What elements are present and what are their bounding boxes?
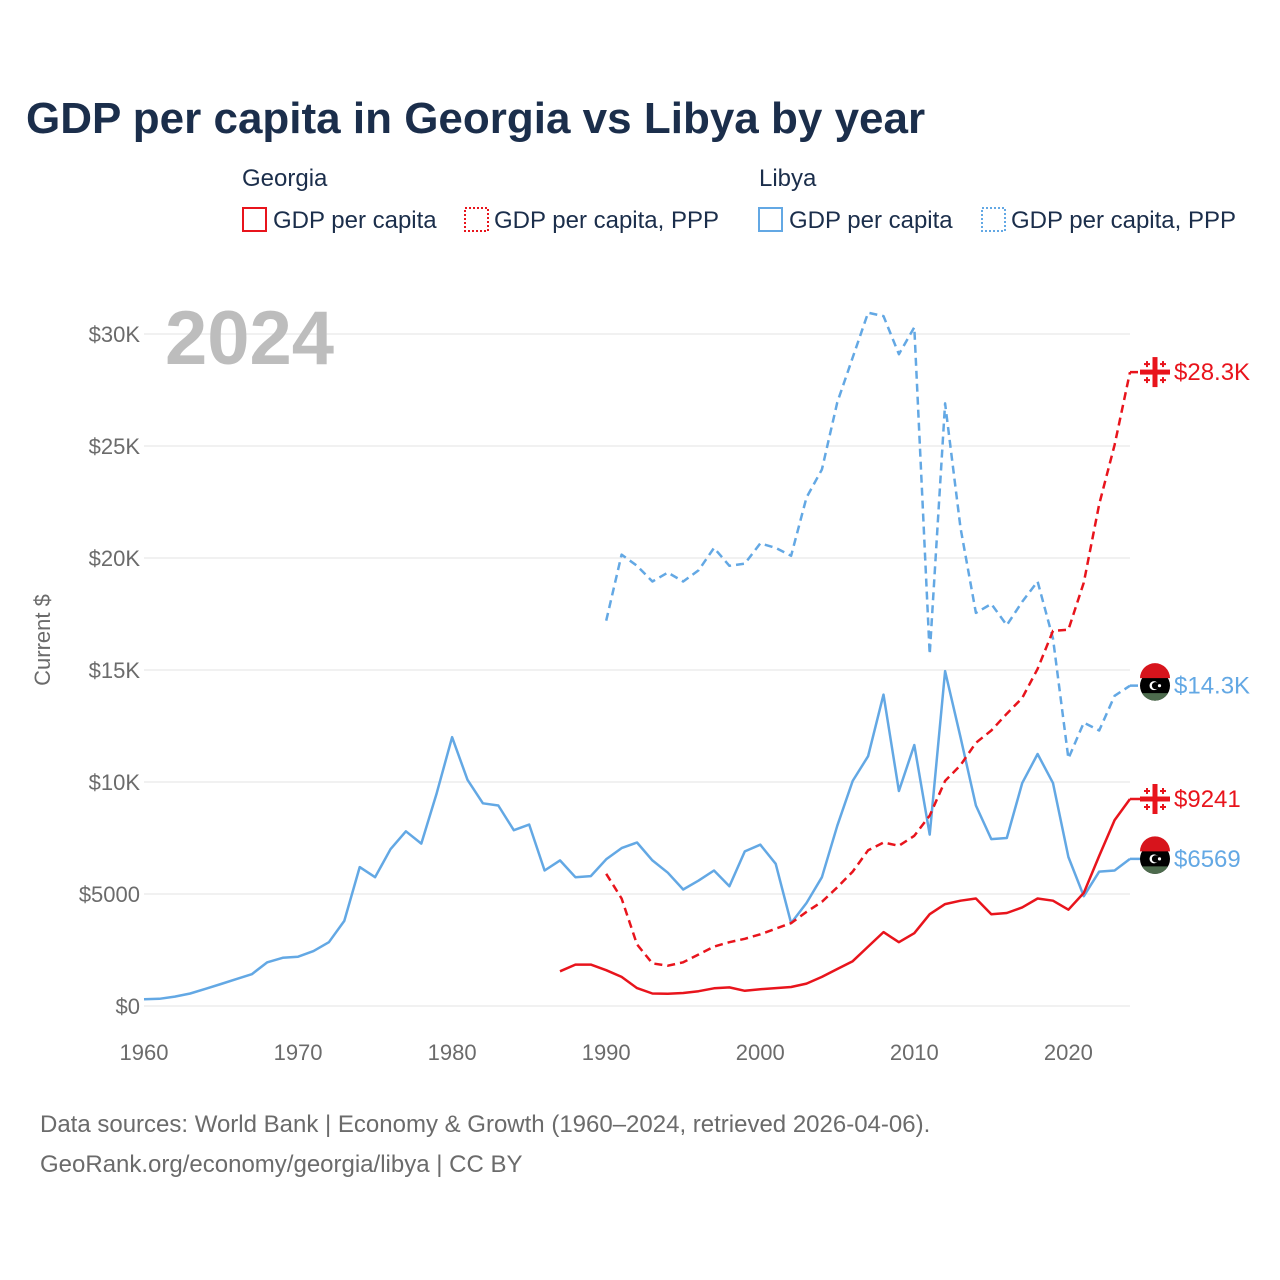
y-tick-label: $15K (89, 658, 141, 683)
x-tick-label: 1970 (274, 1040, 323, 1065)
georgia-flag-icon (1140, 784, 1170, 815)
legend-swatch-georgia-gdp (242, 207, 267, 232)
y-tick-label: $30K (89, 322, 141, 347)
x-tick-label: 1990 (582, 1040, 631, 1065)
legend-swatch-libya-gdp (758, 207, 783, 232)
georgia-flag-small-cross (1162, 788, 1164, 795)
x-tick-label: 1960 (120, 1040, 169, 1065)
footer-credit: GeoRank.org/economy/georgia/libya | CC B… (40, 1151, 522, 1178)
libya-flag-icon (1140, 663, 1170, 701)
y-tick-label: $20K (89, 546, 141, 571)
year-label: 2024 (165, 296, 334, 381)
libya-flag-red-band (1140, 836, 1170, 852)
end-label-value: $6569 (1174, 846, 1241, 873)
series-line-libya-gdp-per-capita-ppp (604, 311, 1131, 760)
x-axis-ticks: 1960 1970 1980 1990 2000 2010 2020 (120, 1040, 1093, 1065)
end-label-value: $9241 (1174, 786, 1241, 813)
libya-flag-crescent-cut (1151, 855, 1160, 863)
x-tick-label: 2020 (1044, 1040, 1093, 1065)
chart-title: GDP per capita in Georgia vs Libya by ye… (26, 94, 925, 143)
y-tick-label: $25K (89, 434, 141, 459)
series-lines (143, 311, 1132, 1001)
libya-flag-star (1157, 857, 1162, 861)
legend-label-libya-gdp: GDP per capita (789, 207, 953, 234)
libya-flag-green-band (1142, 693, 1168, 701)
end-labels: $6569 $14.3K $9241 $28.3K (1130, 357, 1250, 874)
georgia-flag-small-cross (1162, 377, 1164, 384)
legend: Georgia GDP per capita GDP per capita, P… (242, 165, 1236, 234)
georgia-flag-small-cross (1162, 804, 1164, 811)
series-line-georgia-gdp-per-capita (559, 798, 1132, 995)
legend-swatch-georgia-ppp (464, 207, 489, 232)
georgia-flag-small-cross (1146, 361, 1148, 368)
y-tick-label: $0 (116, 994, 140, 1019)
y-tick-label: $10K (89, 770, 141, 795)
y-axis-ticks: $0 $5000 $10K $15K $20K $25K $30K (79, 322, 141, 1019)
libya-flag-green-band (1142, 866, 1168, 874)
libya-flag-crescent-cut (1151, 682, 1160, 690)
georgia-flag-icon (1140, 357, 1170, 388)
libya-flag-red-band (1140, 663, 1170, 679)
georgia-flag-vbar (1152, 784, 1158, 815)
georgia-flag-vbar (1152, 357, 1158, 388)
georgia-flag-small-cross (1146, 804, 1148, 811)
libya-flag-icon (1140, 836, 1170, 874)
legend-label-georgia-gdp: GDP per capita (273, 207, 437, 234)
x-tick-label: 2010 (890, 1040, 939, 1065)
libya-flag-star (1157, 684, 1162, 688)
y-axis-label: Current $ (30, 594, 55, 686)
legend-label-libya-ppp: GDP per capita, PPP (1011, 207, 1236, 234)
legend-swatch-libya-ppp (981, 207, 1006, 232)
end-label-value: $14.3K (1174, 673, 1250, 700)
footer-sources: Data sources: World Bank | Economy & Gro… (40, 1111, 930, 1138)
end-label-value: $28.3K (1174, 359, 1250, 386)
series-line-libya-gdp-per-capita (143, 669, 1131, 1001)
georgia-flag-small-cross (1146, 788, 1148, 795)
georgia-flag-small-cross (1146, 377, 1148, 384)
legend-group-georgia: Georgia (242, 165, 328, 192)
gridlines (144, 333, 1130, 1007)
x-tick-label: 1980 (428, 1040, 477, 1065)
legend-group-libya: Libya (759, 165, 817, 192)
georgia-flag-small-cross (1162, 361, 1164, 368)
x-tick-label: 2000 (736, 1040, 785, 1065)
series-line-georgia-gdp-per-capita-ppp (605, 371, 1132, 967)
legend-label-georgia-ppp: GDP per capita, PPP (494, 207, 719, 234)
y-tick-label: $5000 (79, 882, 140, 907)
